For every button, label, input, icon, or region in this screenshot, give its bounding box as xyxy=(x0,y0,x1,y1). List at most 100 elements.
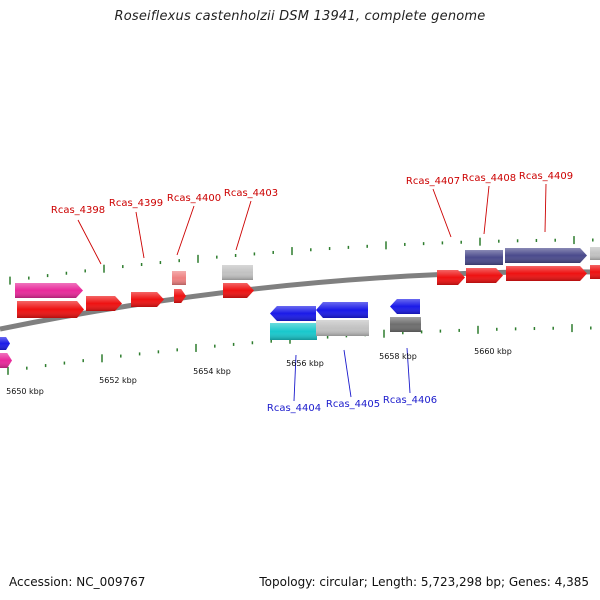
scale-tick xyxy=(122,265,124,269)
label-leaders xyxy=(77,183,547,402)
scale-tick xyxy=(176,348,178,352)
scale-tick xyxy=(592,238,594,242)
scale-tick xyxy=(159,261,162,265)
gene-shading xyxy=(390,299,420,314)
scale-tick xyxy=(84,269,86,273)
scale-tick xyxy=(366,244,368,248)
scale-tick xyxy=(197,254,199,263)
gene-shading xyxy=(506,266,587,281)
gene-shading xyxy=(174,289,186,303)
gene-shading xyxy=(17,301,84,318)
gene-shading xyxy=(222,265,253,280)
gene-label[interactable]: Rcas_4405 xyxy=(326,399,380,410)
scale-tick xyxy=(28,276,30,280)
scale-tick xyxy=(46,274,49,278)
scale-tick xyxy=(120,354,122,358)
gene-shading xyxy=(131,292,164,307)
gene-shading xyxy=(270,323,317,340)
scale-tick xyxy=(460,240,462,244)
leader-line xyxy=(432,188,452,238)
outer-tick-ring xyxy=(9,236,594,285)
scale-tick xyxy=(82,359,84,363)
scale-tick xyxy=(496,327,498,331)
gene-label[interactable]: Rcas_4403 xyxy=(224,188,278,199)
scale-tick xyxy=(272,250,274,254)
scale-tick xyxy=(328,247,331,251)
scale-tick xyxy=(533,327,536,331)
scale-tick xyxy=(402,331,404,335)
leader-line xyxy=(544,183,547,233)
gene-label[interactable]: Rcas_4407 xyxy=(406,176,460,187)
gene-shading xyxy=(316,302,368,318)
scale-tick xyxy=(234,253,237,257)
scale-tick xyxy=(516,239,519,243)
scale-tick xyxy=(383,329,385,338)
leader-line xyxy=(235,200,252,251)
scale-tick xyxy=(216,255,218,259)
leader-line xyxy=(483,185,490,235)
scale-tick xyxy=(590,326,592,330)
gene-label[interactable]: Rcas_4406 xyxy=(383,395,437,406)
scale-tick xyxy=(270,339,272,343)
gene-label[interactable]: Rcas_4399 xyxy=(109,198,163,209)
gene-shading xyxy=(465,250,503,265)
scale-tick xyxy=(195,343,197,352)
scale-tick xyxy=(554,238,556,242)
scale-tick xyxy=(178,259,180,263)
scale-labels: 5650 kbp 5652 kbp 5654 kbp 5656 kbp 5658 kbp… xyxy=(6,347,512,396)
scale-tick xyxy=(26,366,28,370)
scale-tick xyxy=(385,241,387,250)
gene-shading xyxy=(86,296,122,311)
scale-tick xyxy=(232,342,235,346)
topology-text: Topology: circular; Length: 5,723,298 bp… xyxy=(259,575,589,589)
gene-label[interactable]: Rcas_4398 xyxy=(51,205,105,216)
gene-label[interactable]: Rcas_4400 xyxy=(167,193,221,204)
gene-features xyxy=(0,247,600,368)
scale-tick xyxy=(439,329,442,333)
scale-tick xyxy=(571,324,573,333)
scale-tick xyxy=(44,364,47,368)
scale-tick xyxy=(138,352,141,356)
scale-tick xyxy=(479,237,481,246)
leader-line xyxy=(343,349,352,398)
gene-label[interactable]: Rcas_4408 xyxy=(462,173,516,184)
gene-shading xyxy=(0,353,12,368)
gene-shading xyxy=(15,283,83,298)
gene-shading xyxy=(466,268,503,283)
scale-label: 5658 kbp xyxy=(379,352,417,361)
scale-tick xyxy=(251,341,254,345)
gene-shading xyxy=(437,270,465,285)
scale-tick xyxy=(9,276,11,285)
scale-tick xyxy=(498,239,500,243)
gene-shading xyxy=(172,271,186,285)
scale-tick xyxy=(326,335,329,339)
gene-shading xyxy=(590,265,600,279)
scale-label: 5656 kbp xyxy=(286,359,324,368)
leader-line xyxy=(77,219,102,265)
gene-shading xyxy=(505,248,587,263)
scale-tick xyxy=(514,327,517,331)
gene-label[interactable]: Rcas_4409 xyxy=(519,171,573,182)
scale-tick xyxy=(253,252,256,256)
gene-shading xyxy=(270,306,316,321)
leader-line xyxy=(293,354,297,402)
scale-label: 5652 kbp xyxy=(99,376,137,385)
scale-tick xyxy=(552,326,554,330)
scale-tick xyxy=(101,354,103,363)
accession-text: Accession: NC_009767 xyxy=(9,575,146,589)
gene-shading xyxy=(223,283,254,298)
scale-tick xyxy=(63,361,66,365)
scale-tick xyxy=(404,242,406,246)
scale-tick xyxy=(420,330,423,334)
scale-tick xyxy=(441,241,444,245)
gene-shading xyxy=(390,317,421,332)
gene-label[interactable]: Rcas_4404 xyxy=(267,403,321,414)
scale-tick xyxy=(535,238,538,242)
scale-tick xyxy=(310,248,312,252)
scale-label: 5660 kbp xyxy=(474,347,512,356)
scale-tick xyxy=(573,236,575,245)
scale-tick xyxy=(477,325,479,334)
scale-tick xyxy=(103,264,105,273)
gene-shading xyxy=(316,320,369,336)
